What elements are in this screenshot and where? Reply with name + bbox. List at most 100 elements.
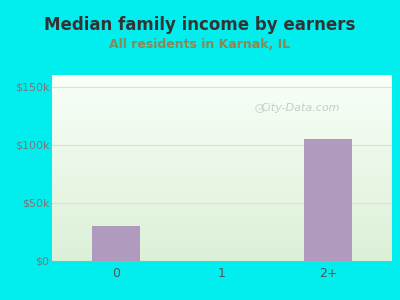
- Bar: [52, 166, 392, 167]
- Bar: [52, 172, 392, 174]
- Bar: [52, 237, 392, 238]
- Bar: [52, 83, 392, 84]
- Bar: [52, 131, 392, 132]
- Bar: [52, 107, 392, 109]
- Bar: [52, 216, 392, 217]
- Bar: [52, 75, 392, 76]
- Bar: [52, 220, 392, 221]
- Bar: [52, 193, 392, 194]
- Bar: [52, 219, 392, 220]
- Bar: [52, 133, 392, 134]
- Bar: [52, 214, 392, 215]
- Bar: [52, 175, 392, 176]
- Bar: [52, 84, 392, 85]
- Bar: [52, 195, 392, 196]
- Bar: [52, 165, 392, 166]
- Bar: [52, 232, 392, 233]
- Bar: [52, 88, 392, 89]
- Bar: [52, 129, 392, 130]
- Bar: [52, 200, 392, 202]
- Bar: [52, 180, 392, 181]
- Bar: [52, 182, 392, 183]
- Bar: [52, 76, 392, 77]
- Bar: [52, 148, 392, 149]
- Bar: [52, 248, 392, 249]
- Bar: [52, 255, 392, 256]
- Bar: [52, 169, 392, 170]
- Bar: [52, 157, 392, 158]
- Text: City-Data.com: City-Data.com: [260, 103, 340, 113]
- Bar: [52, 85, 392, 86]
- Bar: [52, 151, 392, 152]
- Bar: [52, 192, 392, 193]
- Bar: [52, 104, 392, 105]
- Bar: [52, 144, 392, 145]
- Bar: [52, 168, 392, 169]
- Bar: [52, 185, 392, 186]
- Bar: [52, 194, 392, 195]
- Bar: [52, 132, 392, 133]
- Bar: [52, 246, 392, 247]
- Bar: [52, 187, 392, 188]
- Bar: [52, 138, 392, 139]
- Bar: [52, 259, 392, 260]
- Bar: [52, 89, 392, 90]
- Bar: [52, 126, 392, 127]
- Bar: [52, 244, 392, 245]
- Bar: [52, 210, 392, 211]
- Bar: [52, 99, 392, 100]
- Bar: [52, 152, 392, 153]
- Text: Median family income by earners: Median family income by earners: [44, 16, 356, 34]
- Bar: [52, 93, 392, 94]
- Bar: [52, 149, 392, 150]
- Bar: [52, 251, 392, 252]
- Bar: [52, 211, 392, 212]
- Bar: [52, 110, 392, 111]
- Bar: [52, 97, 392, 98]
- Bar: [52, 150, 392, 151]
- Bar: [52, 224, 392, 225]
- Bar: [52, 212, 392, 213]
- Bar: [52, 79, 392, 80]
- Bar: [52, 86, 392, 87]
- Bar: [52, 230, 392, 231]
- Bar: [52, 81, 392, 82]
- Bar: [52, 91, 392, 92]
- Bar: [52, 127, 392, 128]
- Bar: [52, 125, 392, 126]
- Bar: [52, 213, 392, 214]
- Bar: [304, 139, 352, 261]
- Text: All residents in Karnak, IL: All residents in Karnak, IL: [110, 38, 290, 50]
- Bar: [52, 134, 392, 135]
- Bar: [52, 179, 392, 180]
- Bar: [52, 135, 392, 136]
- Bar: [52, 113, 392, 114]
- Bar: [52, 250, 392, 251]
- Bar: [52, 105, 392, 106]
- Bar: [52, 239, 392, 240]
- Bar: [52, 123, 392, 124]
- Bar: [52, 202, 392, 203]
- Bar: [52, 233, 392, 234]
- Bar: [52, 241, 392, 242]
- Bar: [52, 139, 392, 140]
- Bar: [52, 171, 392, 172]
- Bar: [52, 177, 392, 178]
- Bar: [52, 170, 392, 171]
- Bar: [52, 190, 392, 191]
- Bar: [52, 189, 392, 190]
- Bar: [52, 235, 392, 236]
- Bar: [52, 102, 392, 103]
- Bar: [52, 92, 392, 93]
- Bar: [52, 188, 392, 189]
- Bar: [52, 186, 392, 187]
- Bar: [52, 162, 392, 163]
- Bar: [52, 198, 392, 199]
- Bar: [52, 229, 392, 230]
- Bar: [52, 258, 392, 259]
- Bar: [52, 223, 392, 224]
- Bar: [52, 247, 392, 248]
- Bar: [52, 111, 392, 112]
- Bar: [52, 146, 392, 147]
- Bar: [52, 159, 392, 160]
